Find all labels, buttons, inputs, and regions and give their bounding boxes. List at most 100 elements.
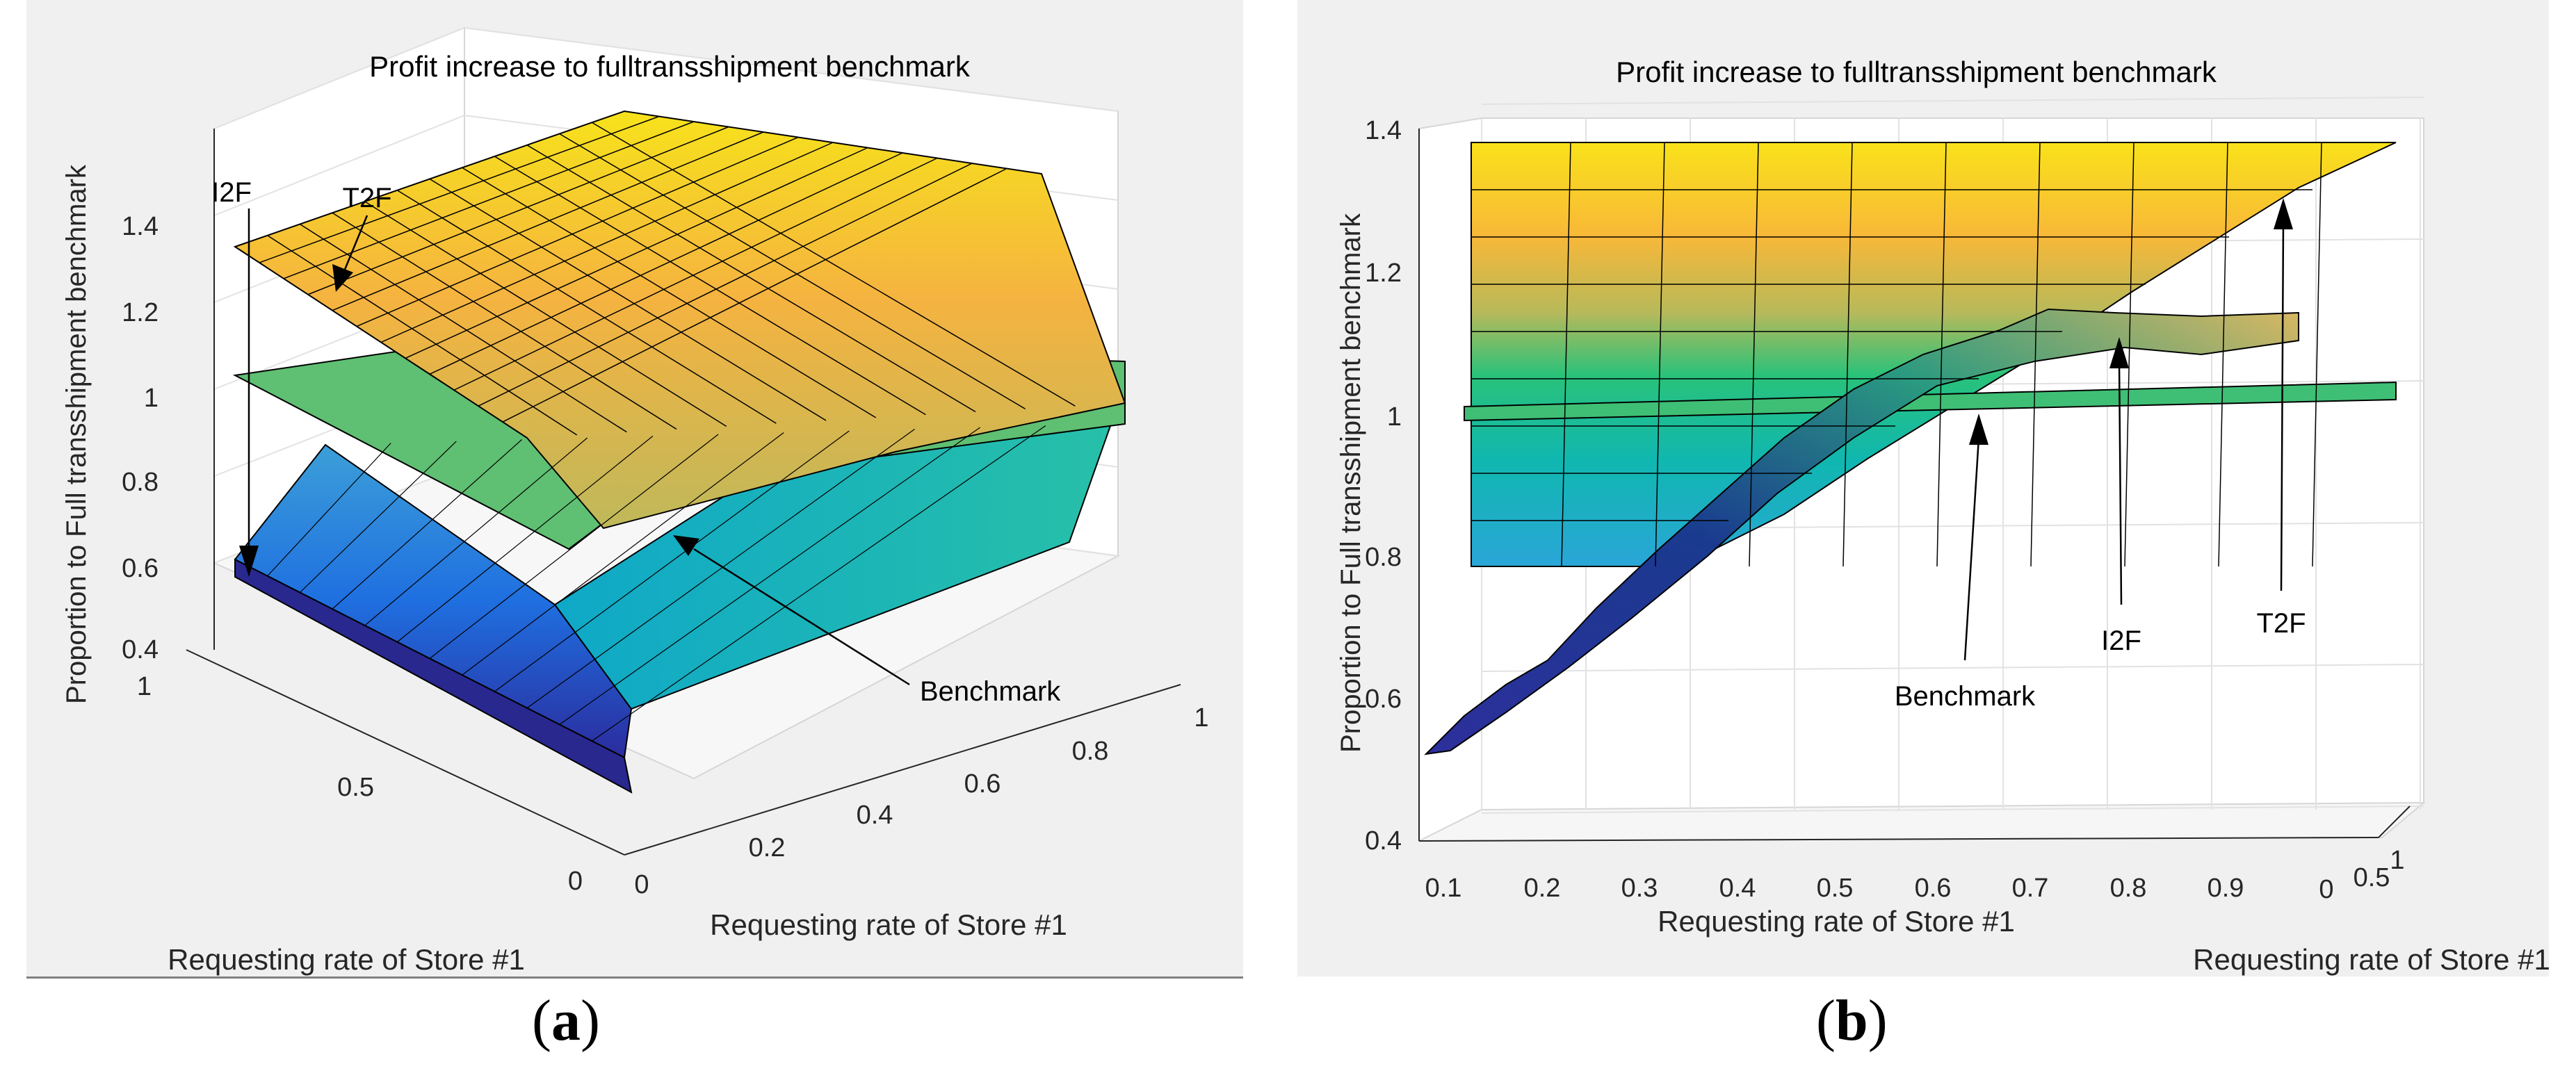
y-axis-b: 0 0.5 1 [2319,846,2404,904]
mesh-line-a [591,122,1076,407]
x-tick-a: 1 [1194,703,1208,733]
z-tick-b: 1.4 [1365,116,1402,145]
annotation-t2f-b: T2F [2256,608,2306,639]
mesh-line-a [591,425,1046,742]
caption-a-letter: a [551,988,581,1053]
caption-b-open: ( [1816,988,1836,1053]
mesh-line-a [267,443,391,577]
x-tick-b: 0.2 [1524,874,1561,903]
gridline-b [1481,806,2424,814]
caption-b-close: ) [1868,988,1888,1053]
mesh-line-a [380,142,834,343]
annotations-a [239,209,910,686]
y-axis-label-b: Requesting rate of Store #1 [2193,943,2549,976]
mesh-line-b [1655,142,1665,567]
mesh-line-a [494,430,850,692]
mesh-line-a [526,429,915,709]
gridline-b [1481,664,2424,672]
mesh-line-b [2218,142,2228,567]
annotation-benchmark-b: Benchmark [1895,681,2036,712]
y-axis-label-a: Requesting rate of Store #1 [168,943,525,976]
chart-b: 0.4 0.6 0.8 1 1.2 1.4 0.1 0.2 0.3 0.4 0.… [1336,56,2550,976]
mesh-line-a [364,201,727,427]
z-tick-b: 0.6 [1365,685,1402,714]
z-tick-a: 1 [144,384,159,413]
mesh-line-a [356,136,799,327]
mesh-line-a [396,190,777,424]
x-tick-a: 0.4 [857,801,893,830]
x-tick-a: 0.8 [1072,737,1109,766]
x-tick-a: 0 [634,870,649,899]
x-tick-b: 0.8 [2110,874,2147,903]
mesh-line-b [2312,142,2322,567]
gridline-a [213,27,465,129]
z-tick-b: 0.8 [1365,543,1402,572]
y-tick-b: 0.5 [2354,863,2390,892]
mesh-line-a [299,223,627,433]
mesh-line-a [396,436,654,643]
x-tick-b: 0.5 [1817,874,1854,903]
mesh-line-a [307,126,729,295]
mesh-line-b [1561,142,1571,567]
x-tick-b: 0.4 [1719,874,1756,903]
z-tick-a: 1.4 [122,212,159,241]
surface-i2f-b [1424,308,2299,755]
z-tick-a: 0.8 [122,468,159,497]
x-tick-b: 0.1 [1425,874,1462,903]
caption-b-letter: b [1835,988,1868,1053]
x-axis-a: 0 0.2 0.4 0.6 0.8 1 [634,703,1208,899]
x-tick-a: 0.2 [749,833,786,862]
mesh-line-a [453,157,938,391]
mesh-line-a [405,147,868,359]
x-axis-label-a: Requesting rate of Store #1 [710,908,1067,941]
chart-a: 0.4 0.6 0.8 1 1.2 1.4 1 0.5 0 0 0.2 0.4 … [61,26,1209,976]
mesh-line-a [429,178,827,421]
mesh-line-b [2124,142,2134,567]
z-axis-label-a: Proportion to Full transshipment benchma… [61,164,92,704]
mesh-b [1471,142,2322,567]
panel-b: 0.4 0.6 0.8 1 1.2 1.4 0.1 0.2 0.3 0.4 0.… [1297,0,2550,976]
x-tick-b: 0.3 [1621,874,1658,903]
z-tick-b: 1.2 [1365,259,1402,288]
axes-a-lines [186,129,1181,856]
y-tick-b: 0 [2319,875,2333,904]
caption-a-open: ( [532,988,551,1053]
panel-a: 0.4 0.6 0.8 1 1.2 1.4 1 0.5 0 0 0.2 0.4 … [26,0,1243,976]
y-tick-a: 1 [137,672,152,701]
z-tick-b: 0.4 [1365,826,1402,856]
annotation-benchmark-a: Benchmark [920,676,1061,707]
mesh-line-a [494,156,926,416]
gridline-a [464,27,1119,112]
mesh-line-a [332,212,677,430]
x-axis-label-b: Requesting rate of Store #1 [1658,905,2015,938]
y-axis-a: 1 0.5 0 [137,672,583,896]
x-tick-b: 0.6 [1915,874,1952,903]
annotation-i2f-a: I2F [211,177,252,208]
panel-a-baseline [26,976,1243,979]
annotations-b [1963,198,2293,661]
axes-b-lines [1418,129,2411,842]
mesh-line-b [1936,142,1947,567]
z-tick-a: 0.6 [122,554,159,583]
mesh-line-a [462,432,784,676]
mesh-line-a [559,133,1026,409]
mesh-line-a [364,437,588,626]
z-tick-a: 0.4 [122,635,159,664]
mesh-a [259,115,1076,742]
x-tick-a: 0.6 [964,769,1001,799]
mesh-line-a [429,434,719,659]
mesh-line-a [462,167,877,418]
mesh-line-a [332,439,522,610]
mesh-line-a [332,131,764,311]
chart-title-b: Profit increase to fulltransshipment ben… [1616,56,2217,88]
gridline-b [1481,97,2424,105]
mesh-line-a [267,235,578,436]
mesh-line-a [478,163,973,407]
z-axis-a: 0.4 0.6 0.8 1 1.2 1.4 [122,212,159,664]
surface-i2f-a [234,423,1112,794]
x-tick-b: 0.7 [2012,874,2049,903]
mesh-line-b [1749,142,1759,567]
y-tick-a: 0 [568,867,583,896]
z-axis-label-b: Proportion to Full transshipment benchma… [1336,213,1366,753]
mesh-line-a [259,115,660,263]
